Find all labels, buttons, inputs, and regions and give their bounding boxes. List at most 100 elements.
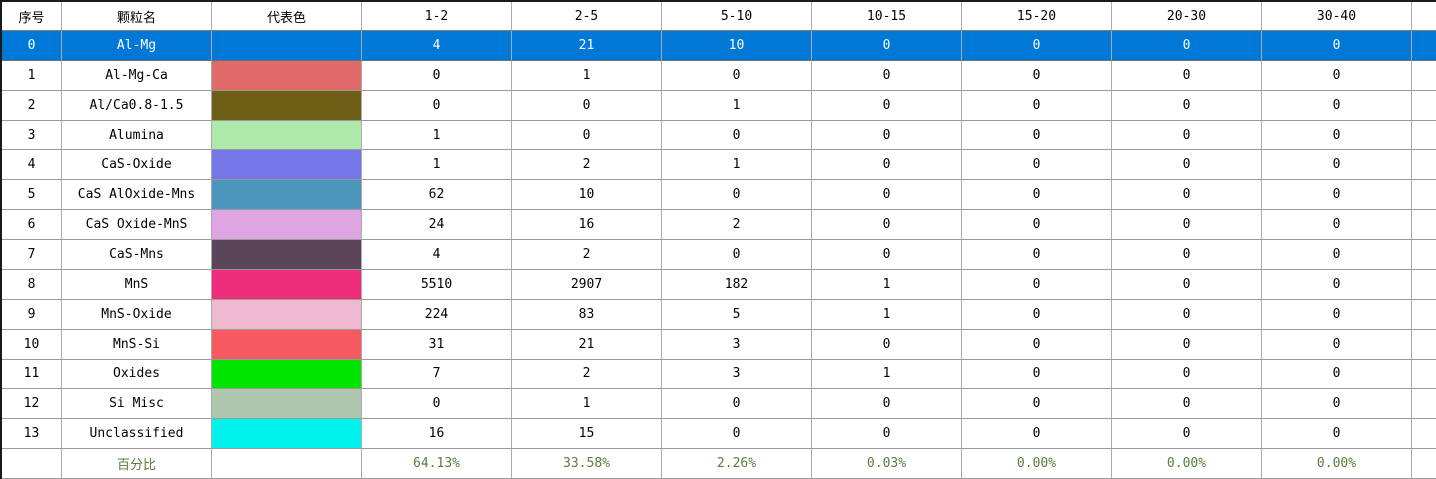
- row-index-cell[interactable]: 2: [2, 90, 62, 121]
- particle-name-cell[interactable]: MnS-Si: [62, 329, 212, 360]
- row-index-cell[interactable]: 1: [2, 60, 62, 91]
- count-cell[interactable]: 0: [1112, 150, 1262, 181]
- row-stub-cell[interactable]: [1412, 90, 1436, 121]
- count-cell[interactable]: 0: [962, 359, 1112, 390]
- color-swatch-cell[interactable]: [212, 60, 362, 91]
- count-cell[interactable]: 83: [512, 299, 662, 330]
- particle-name-cell[interactable]: MnS: [62, 269, 212, 300]
- row-index-cell[interactable]: 0: [2, 31, 62, 61]
- count-cell[interactable]: 182: [662, 269, 812, 300]
- color-swatch-cell[interactable]: [212, 299, 362, 330]
- count-cell[interactable]: 0: [1112, 329, 1262, 360]
- count-cell[interactable]: 5510: [362, 269, 512, 300]
- count-cell[interactable]: 4: [362, 31, 512, 61]
- count-cell[interactable]: 0: [962, 210, 1112, 241]
- count-cell[interactable]: 0: [1262, 150, 1412, 181]
- row-stub-cell[interactable]: [1412, 329, 1436, 360]
- count-cell[interactable]: 21: [512, 31, 662, 61]
- row-stub-cell[interactable]: [1412, 269, 1436, 300]
- count-cell[interactable]: 0: [1112, 359, 1262, 390]
- row-stub-cell[interactable]: [1412, 150, 1436, 181]
- count-cell[interactable]: 1: [512, 60, 662, 91]
- color-swatch-cell[interactable]: [212, 210, 362, 241]
- row-index-cell[interactable]: 4: [2, 150, 62, 181]
- color-swatch-cell[interactable]: [212, 359, 362, 390]
- row-stub-cell[interactable]: [1412, 240, 1436, 270]
- count-cell[interactable]: 2: [512, 150, 662, 181]
- count-cell[interactable]: 2907: [512, 269, 662, 300]
- count-cell[interactable]: 1: [362, 150, 512, 181]
- count-cell[interactable]: 0: [962, 389, 1112, 420]
- count-cell[interactable]: 16: [512, 210, 662, 241]
- count-cell[interactable]: 0: [1112, 120, 1262, 151]
- color-swatch-cell[interactable]: [212, 419, 362, 450]
- count-cell[interactable]: 0: [662, 120, 812, 151]
- count-cell[interactable]: 4: [362, 240, 512, 270]
- count-cell[interactable]: 0: [962, 329, 1112, 360]
- particle-name-cell[interactable]: CaS-Oxide: [62, 150, 212, 181]
- row-stub-cell[interactable]: [1412, 60, 1436, 91]
- count-cell[interactable]: 0: [1262, 299, 1412, 330]
- row-index-cell[interactable]: 3: [2, 120, 62, 151]
- count-cell[interactable]: 0: [962, 120, 1112, 151]
- row-index-cell[interactable]: 7: [2, 240, 62, 270]
- count-cell[interactable]: 0: [962, 60, 1112, 91]
- count-cell[interactable]: 1: [812, 299, 962, 330]
- particle-name-cell[interactable]: Alumina: [62, 120, 212, 151]
- particle-name-cell[interactable]: Oxides: [62, 359, 212, 390]
- count-cell[interactable]: 0: [1112, 389, 1262, 420]
- count-cell[interactable]: 10: [512, 180, 662, 211]
- count-cell[interactable]: 0: [962, 90, 1112, 121]
- count-cell[interactable]: 0: [962, 269, 1112, 300]
- count-cell[interactable]: 0: [1112, 419, 1262, 450]
- count-cell[interactable]: 0: [1262, 329, 1412, 360]
- count-cell[interactable]: 0: [662, 419, 812, 450]
- count-cell[interactable]: 0: [1112, 31, 1262, 61]
- count-cell[interactable]: 0: [362, 90, 512, 121]
- particle-name-cell[interactable]: Al-Mg-Ca: [62, 60, 212, 91]
- color-swatch-cell[interactable]: [212, 31, 362, 61]
- particle-name-cell[interactable]: CaS Oxide-MnS: [62, 210, 212, 241]
- count-cell[interactable]: 16: [362, 419, 512, 450]
- particle-name-cell[interactable]: MnS-Oxide: [62, 299, 212, 330]
- count-cell[interactable]: 0: [962, 240, 1112, 270]
- count-cell[interactable]: 0: [1112, 180, 1262, 211]
- count-cell[interactable]: 0: [1112, 299, 1262, 330]
- count-cell[interactable]: 0: [662, 60, 812, 91]
- color-swatch-cell[interactable]: [212, 240, 362, 270]
- count-cell[interactable]: 0: [812, 240, 962, 270]
- count-cell[interactable]: 0: [1112, 210, 1262, 241]
- count-cell[interactable]: 224: [362, 299, 512, 330]
- count-cell[interactable]: 0: [1262, 419, 1412, 450]
- color-swatch-cell[interactable]: [212, 180, 362, 211]
- particle-name-cell[interactable]: Unclassified: [62, 419, 212, 450]
- row-stub-cell[interactable]: [1412, 359, 1436, 390]
- count-cell[interactable]: 0: [812, 419, 962, 450]
- count-cell[interactable]: 0: [962, 180, 1112, 211]
- count-cell[interactable]: 0: [362, 60, 512, 91]
- count-cell[interactable]: 1: [662, 150, 812, 181]
- count-cell[interactable]: 0: [1262, 60, 1412, 91]
- count-cell[interactable]: 0: [362, 389, 512, 420]
- count-cell[interactable]: 0: [962, 31, 1112, 61]
- particle-name-cell[interactable]: Al/Ca0.8-1.5: [62, 90, 212, 121]
- row-stub-cell[interactable]: [1412, 299, 1436, 330]
- row-index-cell[interactable]: 9: [2, 299, 62, 330]
- count-cell[interactable]: 0: [962, 150, 1112, 181]
- count-cell[interactable]: 3: [662, 359, 812, 390]
- count-cell[interactable]: 31: [362, 329, 512, 360]
- count-cell[interactable]: 0: [1262, 389, 1412, 420]
- count-cell[interactable]: 0: [512, 120, 662, 151]
- count-cell[interactable]: 3: [662, 329, 812, 360]
- count-cell[interactable]: 0: [812, 329, 962, 360]
- row-stub-cell[interactable]: [1412, 180, 1436, 211]
- color-swatch-cell[interactable]: [212, 269, 362, 300]
- count-cell[interactable]: 1: [812, 359, 962, 390]
- count-cell[interactable]: 0: [812, 60, 962, 91]
- count-cell[interactable]: 2: [662, 210, 812, 241]
- row-index-cell[interactable]: 11: [2, 359, 62, 390]
- color-swatch-cell[interactable]: [212, 150, 362, 181]
- color-swatch-cell[interactable]: [212, 389, 362, 420]
- count-cell[interactable]: 0: [812, 31, 962, 61]
- count-cell[interactable]: 7: [362, 359, 512, 390]
